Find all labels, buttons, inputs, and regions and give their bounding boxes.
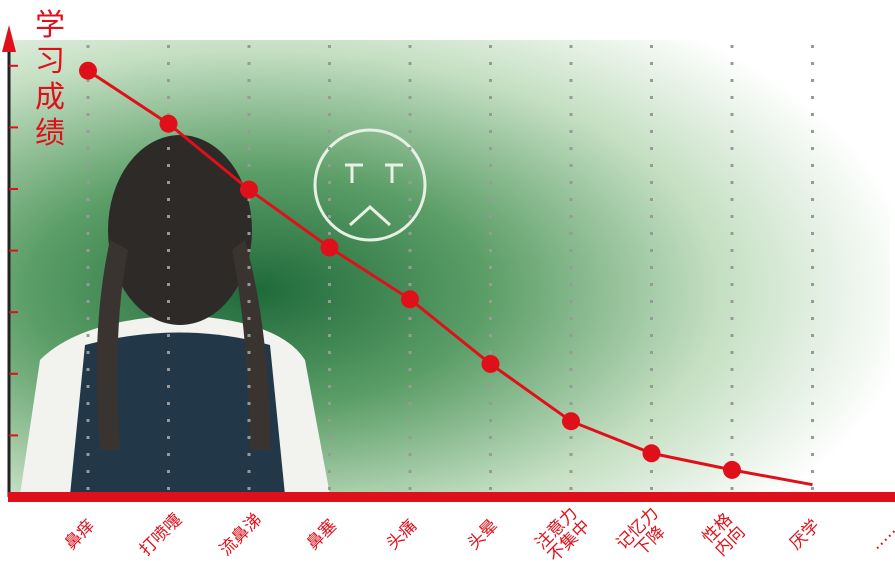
sad-face [313,128,427,242]
point [723,460,741,479]
point [240,180,258,199]
point [79,61,97,80]
point [320,238,339,257]
point [562,412,580,431]
point [159,114,178,133]
line [87,69,813,487]
point [401,290,419,309]
girl-illustration [20,135,330,495]
y-axis-label: 学习成绩 [35,8,65,151]
x-axis [8,492,895,502]
y-axis-arrow [2,25,16,52]
point [481,354,500,373]
point [642,444,661,463]
